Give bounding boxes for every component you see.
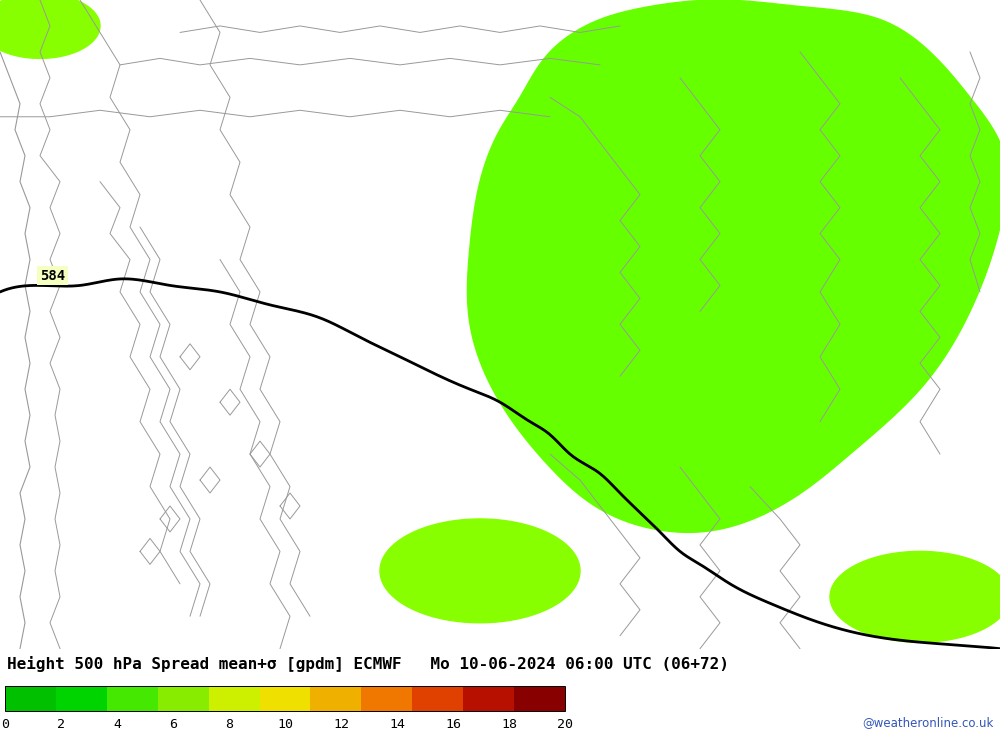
Polygon shape [830, 551, 1000, 642]
Text: 18: 18 [501, 718, 517, 732]
Bar [5, 685, 565, 711]
Bar [107, 685, 158, 711]
Bar [361, 685, 412, 711]
Polygon shape [0, 0, 100, 59]
Text: 6: 6 [169, 718, 177, 732]
Bar [310, 685, 361, 711]
Bar [5, 685, 56, 711]
Bar [514, 685, 565, 711]
Text: 584: 584 [40, 269, 65, 283]
Bar [158, 685, 209, 711]
Bar [412, 685, 463, 711]
Text: 12: 12 [333, 718, 349, 732]
Bar [56, 685, 107, 711]
Bar [209, 685, 260, 711]
Text: Height 500 hPa Spread mean+σ [gpdm] ECMWF   Mo 10-06-2024 06:00 UTC (06+72): Height 500 hPa Spread mean+σ [gpdm] ECMW… [7, 657, 729, 672]
Text: 2: 2 [57, 718, 65, 732]
Bar [463, 685, 514, 711]
Text: 10: 10 [277, 718, 293, 732]
Text: @weatheronline.co.uk: @weatheronline.co.uk [863, 716, 994, 729]
Text: 8: 8 [225, 718, 233, 732]
Polygon shape [380, 519, 580, 623]
Text: 4: 4 [113, 718, 121, 732]
Bar [260, 685, 310, 711]
Text: 14: 14 [389, 718, 405, 732]
Text: 20: 20 [557, 718, 573, 732]
Polygon shape [467, 0, 1000, 532]
Text: 16: 16 [445, 718, 461, 732]
Text: 0: 0 [1, 718, 9, 732]
